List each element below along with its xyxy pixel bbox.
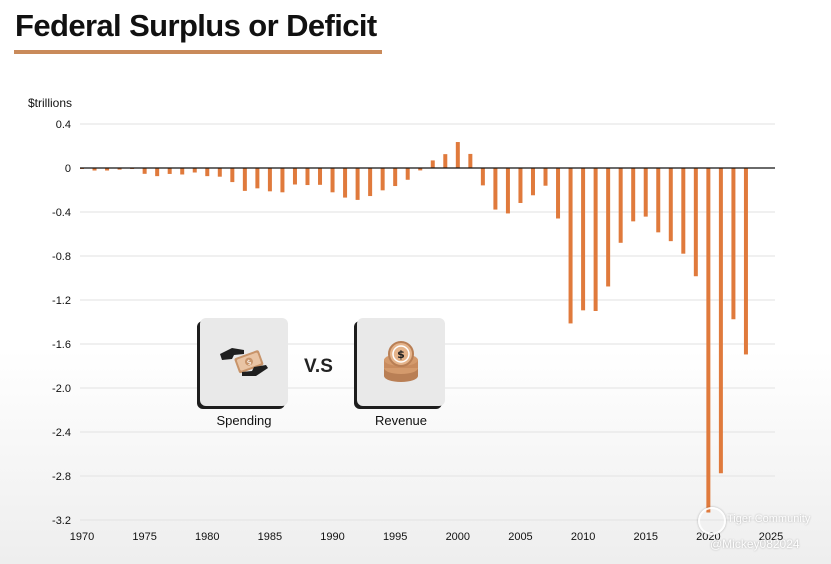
y-tick-label: -2.0 [52, 383, 71, 395]
x-tick-label: 1985 [258, 531, 282, 543]
y-tick-label: -1.6 [52, 339, 71, 351]
y-axis-ticks: 0.4 0 -0.4 -0.8 -1.2 -1.6 -2.0 -2.4 -2.8 -3.2 [52, 119, 71, 527]
x-tick-label: 1995 [383, 531, 407, 543]
svg-text:$: $ [397, 348, 405, 361]
svg-text:$: $ [246, 358, 253, 367]
bar-1975 [142, 168, 147, 174]
bar-2013 [618, 168, 623, 243]
page-title: Federal Surplus or Deficit [15, 8, 377, 43]
bar-1990 [330, 168, 335, 193]
bar-1992 [355, 168, 360, 200]
y-tick-label: -2.8 [52, 471, 71, 483]
bar-2016 [656, 168, 661, 233]
bar-2023 [743, 168, 748, 355]
x-tick-label: 1975 [132, 531, 156, 543]
bar-2014 [631, 168, 636, 222]
bar-1987 [292, 168, 297, 185]
vs-label: V.S [304, 356, 333, 377]
bar-2020 [706, 168, 711, 513]
bar-1983 [242, 168, 247, 191]
bar-2012 [606, 168, 611, 287]
y-tick-label: 0.4 [56, 119, 71, 131]
watermark-brand: Tiger Community [727, 513, 811, 525]
bar-1978 [180, 168, 185, 175]
tiger-community-logo-icon [698, 507, 726, 535]
x-tick-label: 1990 [320, 531, 344, 543]
spending-card: $ [200, 318, 288, 406]
bar-1989 [318, 168, 323, 185]
bar-1995 [393, 168, 398, 187]
bar-2006 [530, 168, 535, 196]
x-tick-label: 2025 [759, 531, 783, 543]
bar-1973 [117, 168, 122, 170]
bar-1997 [418, 168, 423, 171]
y-axis-unit-label: $trillions [28, 96, 73, 110]
bar-1998 [430, 160, 435, 168]
bar-1972 [105, 168, 110, 171]
y-tick-label: -3.2 [52, 515, 71, 527]
bar-1976 [155, 168, 160, 177]
bar-2011 [593, 168, 598, 311]
money-hands-icon: $ [220, 348, 268, 376]
bar-1971 [92, 168, 97, 171]
bar-2000 [455, 142, 460, 168]
bar-2004 [505, 168, 510, 214]
y-tick-label: -0.4 [52, 207, 71, 219]
x-tick-label: 1980 [195, 531, 219, 543]
bars [80, 142, 748, 513]
bar-2018 [681, 168, 686, 254]
bar-1977 [167, 168, 172, 174]
bar-2003 [493, 168, 498, 210]
bar-2001 [468, 153, 473, 168]
bar-1996 [405, 168, 410, 180]
watermark-handle: @Mickey082024 [710, 537, 800, 551]
bar-1985 [267, 168, 272, 192]
title-underline [14, 50, 382, 54]
bar-1986 [280, 168, 285, 193]
y-tick-label: -0.8 [52, 251, 71, 263]
x-tick-label: 2015 [633, 531, 657, 543]
bar-1988 [305, 168, 310, 186]
bar-1979 [192, 168, 197, 173]
bar-2017 [668, 168, 673, 242]
y-tick-label: 0 [65, 163, 71, 175]
revenue-card: $ [357, 318, 445, 406]
x-tick-label: 1970 [70, 531, 94, 543]
coin-stack-icon: $ [384, 341, 418, 382]
bar-2019 [693, 168, 698, 277]
x-axis-ticks: 1970 1975 1980 1985 1990 1995 2000 2005 2010 2015… [70, 531, 783, 543]
bar-1980 [205, 168, 210, 177]
bar-1984 [255, 168, 260, 189]
y-tick-label: -1.2 [52, 295, 71, 307]
bar-2007 [543, 168, 548, 186]
bar-2022 [731, 168, 736, 320]
bar-1982 [230, 168, 235, 183]
x-tick-label: 2010 [571, 531, 595, 543]
bar-2021 [718, 168, 723, 474]
bar-2008 [556, 168, 561, 219]
gridlines [80, 123, 775, 521]
bar-1991 [343, 168, 348, 198]
bar-2010 [581, 168, 586, 311]
bar-1999 [443, 154, 448, 168]
bar-1981 [217, 168, 222, 177]
bar-2005 [518, 168, 523, 203]
bar-1993 [368, 168, 373, 197]
x-tick-label: 2005 [508, 531, 532, 543]
y-tick-label: -2.4 [52, 427, 71, 439]
x-tick-label: 2000 [446, 531, 470, 543]
bar-2002 [480, 168, 485, 186]
revenue-label: Revenue [374, 413, 428, 428]
bar-2009 [568, 168, 573, 324]
bar-1994 [380, 168, 385, 191]
bar-2015 [643, 168, 648, 217]
spending-label: Spending [216, 413, 272, 428]
